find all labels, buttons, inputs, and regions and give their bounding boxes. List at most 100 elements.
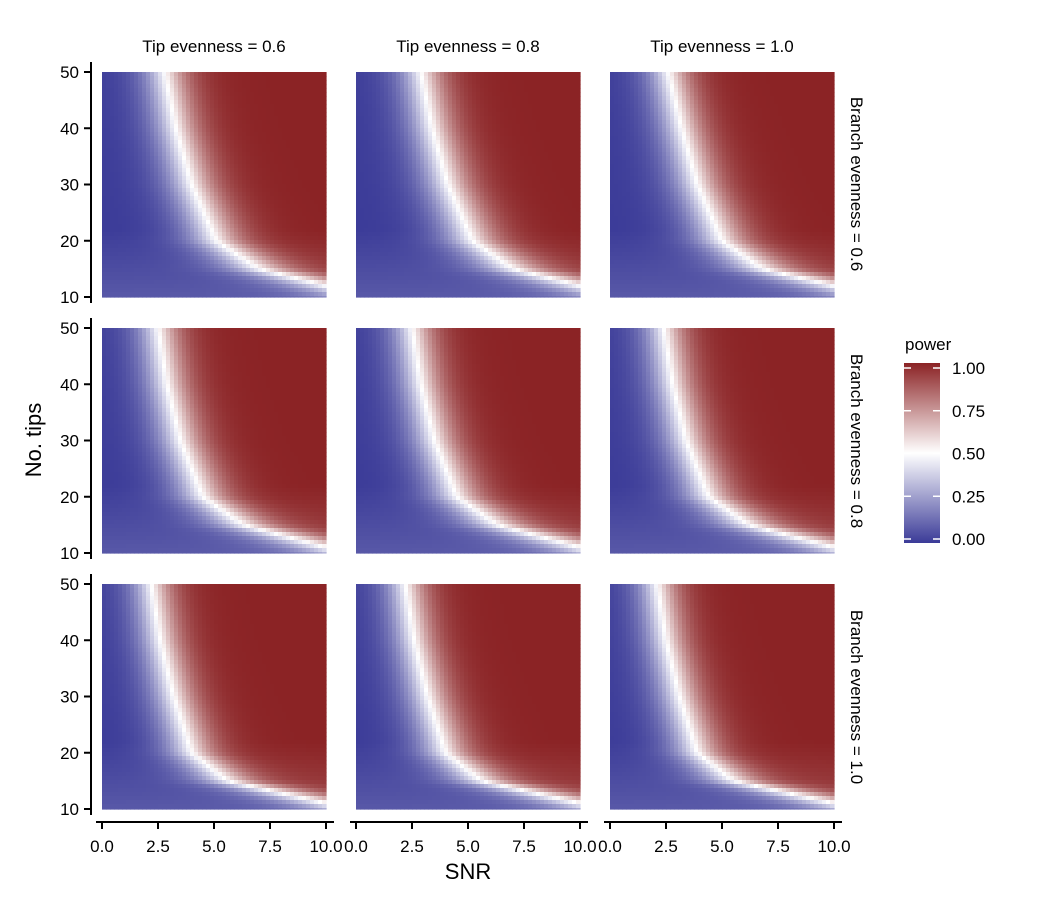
heatmap-cell <box>162 148 167 153</box>
heatmap-cell <box>222 284 227 289</box>
heatmap-cell <box>298 148 303 153</box>
heatmap-cell <box>572 120 577 125</box>
heatmap-cell <box>190 224 195 229</box>
heatmap-cell <box>500 108 505 113</box>
heatmap-cell <box>286 100 291 105</box>
heatmap-cell <box>302 152 307 157</box>
heatmap-cell <box>290 80 295 85</box>
heatmap-cell <box>122 168 127 173</box>
heatmap-cell <box>234 236 239 241</box>
heatmap-cell <box>122 200 127 205</box>
heatmap-cell <box>322 148 327 153</box>
heatmap-cell <box>318 112 323 117</box>
heatmap-cell <box>234 276 239 281</box>
heatmap-cell <box>266 196 271 201</box>
heatmap-cell <box>544 120 549 125</box>
heatmap-cell <box>298 232 303 237</box>
heatmap-cell <box>278 176 283 181</box>
heatmap-cell <box>174 152 179 157</box>
heatmap-cell <box>322 76 327 81</box>
heatmap-cell <box>368 80 373 85</box>
heatmap-cell <box>218 272 223 277</box>
heatmap-cell <box>210 232 215 237</box>
heatmap-cell <box>170 128 175 133</box>
heatmap-cell <box>322 192 327 197</box>
heatmap-cell <box>416 160 421 165</box>
heatmap-cell <box>456 132 461 137</box>
heatmap-cell <box>512 140 517 145</box>
heatmap-cell <box>150 268 155 273</box>
heatmap-cell <box>314 92 319 97</box>
heatmap-cell <box>302 84 307 89</box>
heatmap-cell <box>508 108 513 113</box>
heatmap-cell <box>246 264 251 269</box>
heatmap-cell <box>376 84 381 89</box>
heatmap-cell <box>572 152 577 157</box>
heatmap-cell <box>270 80 275 85</box>
heatmap-cell <box>142 184 147 189</box>
heatmap-cell <box>306 116 311 121</box>
heatmap-cell <box>202 156 207 161</box>
heatmap-cell <box>230 76 235 81</box>
heatmap-cell <box>396 136 401 141</box>
heatmap-cell <box>254 156 259 161</box>
heatmap-cell <box>214 224 219 229</box>
heatmap-cell <box>214 76 219 81</box>
heatmap-cell <box>246 272 251 277</box>
heatmap-cell <box>448 136 453 141</box>
heatmap-cell <box>318 176 323 181</box>
heatmap-cell <box>528 108 533 113</box>
heatmap-cell <box>512 136 517 141</box>
heatmap-cell <box>452 156 457 161</box>
heatmap-cell <box>306 220 311 225</box>
heatmap-cell <box>202 280 207 285</box>
heatmap-cell <box>250 100 255 105</box>
heatmap-cell <box>258 120 263 125</box>
heatmap-cell <box>468 168 473 173</box>
heatmap-cell <box>480 128 485 133</box>
heatmap-cell <box>508 148 513 153</box>
heatmap-cell <box>102 116 107 121</box>
heatmap-cell <box>222 260 227 265</box>
heatmap-cell <box>194 120 199 125</box>
heatmap-cell <box>412 92 417 97</box>
heatmap-cell <box>162 256 167 261</box>
heatmap-cell <box>234 196 239 201</box>
heatmap-cell <box>428 140 433 145</box>
heatmap-cell <box>364 108 369 113</box>
heatmap-cell <box>432 124 437 129</box>
heatmap-cell <box>318 232 323 237</box>
heatmap-cell <box>298 108 303 113</box>
heatmap-cell <box>174 76 179 81</box>
heatmap-cell <box>262 100 267 105</box>
heatmap-cell <box>138 184 143 189</box>
heatmap-cell <box>314 164 319 169</box>
heatmap-cell <box>572 176 577 181</box>
heatmap-cell <box>146 168 151 173</box>
heatmap-cell <box>106 164 111 169</box>
heatmap-cell <box>166 76 171 81</box>
heatmap-cell <box>380 132 385 137</box>
heatmap-cell <box>388 192 393 197</box>
heatmap-cell <box>138 232 143 237</box>
heatmap-cell <box>508 140 513 145</box>
heatmap-cell <box>548 184 553 189</box>
heatmap-cell <box>194 128 199 133</box>
heatmap-cell <box>254 92 259 97</box>
heatmap-cell <box>114 88 119 93</box>
heatmap-cell <box>258 172 263 177</box>
heatmap-cell <box>286 176 291 181</box>
heatmap-cell <box>114 80 119 85</box>
heatmap-cell <box>206 256 211 261</box>
heatmap-cell <box>238 216 243 221</box>
heatmap-cell <box>214 88 219 93</box>
heatmap-cell <box>302 72 307 77</box>
heatmap-cell <box>194 296 199 298</box>
heatmap-cell <box>536 84 541 89</box>
heatmap-cell <box>170 176 175 181</box>
heatmap-cell <box>234 232 239 237</box>
heatmap-cell <box>552 72 557 77</box>
heatmap-cell <box>512 160 517 165</box>
heatmap-cell <box>222 188 227 193</box>
heatmap-cell <box>364 184 369 189</box>
